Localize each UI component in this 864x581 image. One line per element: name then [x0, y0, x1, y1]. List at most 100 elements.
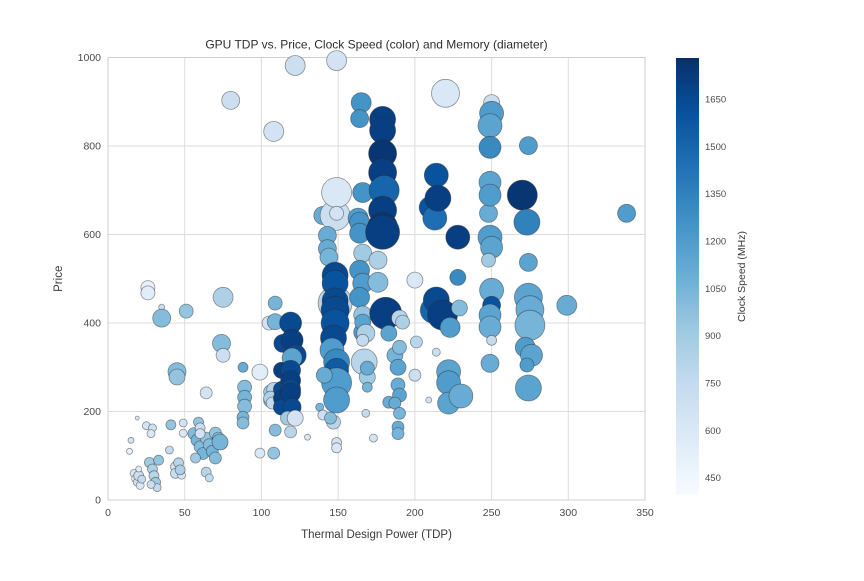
data-point [431, 347, 441, 357]
data-point [449, 268, 467, 286]
data-point [349, 286, 371, 308]
data-point [478, 315, 502, 339]
colorbar-tick-label: 1650 [705, 95, 726, 106]
data-point [263, 120, 285, 142]
data-point [237, 361, 249, 373]
data-point [146, 480, 156, 489]
data-point [140, 285, 156, 301]
data-point [356, 333, 370, 347]
data-point [165, 419, 177, 431]
y-axis-label: Price [53, 266, 65, 292]
data-point [367, 271, 389, 293]
colorbar-tick-label: 1050 [705, 284, 726, 295]
data-point [477, 113, 503, 138]
data-point [361, 381, 373, 393]
colorbar-tick-label: 600 [705, 426, 721, 437]
data-point [135, 465, 143, 473]
colorbar-tick-label: 750 [705, 378, 721, 389]
data-point [380, 324, 398, 342]
data-point [409, 335, 423, 349]
data-point [326, 50, 348, 71]
data-point [391, 427, 405, 441]
x-tick-label: 150 [329, 507, 347, 519]
data-point [284, 55, 306, 76]
colorbar-tick-label: 450 [705, 473, 721, 484]
data-point [134, 415, 140, 421]
data-point [431, 78, 460, 108]
data-point [194, 428, 206, 440]
colorbar-ticks: 450 600 750 900 1050 1200 1350 1500 1650 [705, 95, 726, 485]
data-point [254, 447, 266, 459]
data-point [478, 183, 502, 207]
data-point [425, 396, 433, 404]
data-point [211, 433, 229, 451]
data-point [445, 224, 471, 250]
data-point [323, 386, 351, 414]
data-point [268, 423, 282, 437]
y-tick-label: 1000 [78, 52, 102, 64]
data-point [556, 294, 578, 316]
plot-border [107, 57, 646, 501]
data-point [423, 162, 449, 188]
data-point [439, 316, 461, 338]
data-point [152, 308, 172, 328]
data-point [304, 433, 311, 441]
data-point [368, 433, 378, 443]
colorbar-tick-label: 1500 [705, 142, 726, 153]
colorbar-label: Clock Speed (MHz) [736, 231, 748, 322]
x-tick-label: 250 [483, 507, 501, 519]
data-point [519, 252, 538, 272]
data-point [365, 214, 401, 250]
data-point [178, 418, 188, 428]
data-point [514, 309, 546, 341]
y-tick-label: 800 [83, 141, 101, 153]
data-point [215, 347, 231, 363]
data-point [448, 383, 474, 409]
x-axis-label: Thermal Design Power (TDP) [301, 529, 452, 541]
data-point [190, 452, 201, 464]
data-point [481, 252, 496, 268]
data-point [267, 295, 283, 311]
data-point [515, 374, 542, 402]
data-point [164, 445, 174, 455]
y-axis-ticks: 0 200 400 600 800 1000 [78, 52, 102, 507]
data-point [361, 408, 371, 418]
data-point [519, 136, 538, 156]
y-tick-label: 400 [83, 318, 101, 330]
data-point [513, 208, 541, 236]
chart-title: GPU TDP vs. Price, Clock Speed (color) a… [205, 38, 547, 52]
data-point [506, 179, 538, 211]
data-point [284, 425, 298, 439]
y-tick-label: 200 [83, 406, 101, 418]
data-point [146, 429, 156, 439]
data-point [204, 473, 214, 483]
data-point [168, 368, 186, 386]
data-point [350, 109, 370, 128]
data-point [286, 409, 304, 427]
data-point [321, 177, 353, 208]
data-point [126, 447, 133, 455]
data-point [137, 474, 147, 484]
data-point [392, 339, 407, 355]
colorbar [676, 58, 699, 495]
data-point [389, 358, 407, 376]
x-tick-label: 200 [406, 507, 424, 519]
data-point [237, 398, 253, 414]
data-point [208, 451, 222, 465]
x-axis-ticks: 0 50 100 150 200 250 300 350 [105, 507, 654, 519]
data-point [424, 184, 452, 212]
data-point [450, 299, 468, 317]
data-point [368, 250, 388, 270]
y-tick-label: 600 [83, 229, 101, 241]
data-point [251, 363, 269, 381]
data-point [479, 203, 498, 223]
data-point [212, 286, 234, 308]
data-point [395, 314, 411, 330]
data-point [478, 135, 502, 159]
data-point [178, 428, 188, 438]
x-tick-label: 100 [253, 507, 271, 519]
data-point [408, 368, 422, 382]
data-point [331, 442, 343, 454]
